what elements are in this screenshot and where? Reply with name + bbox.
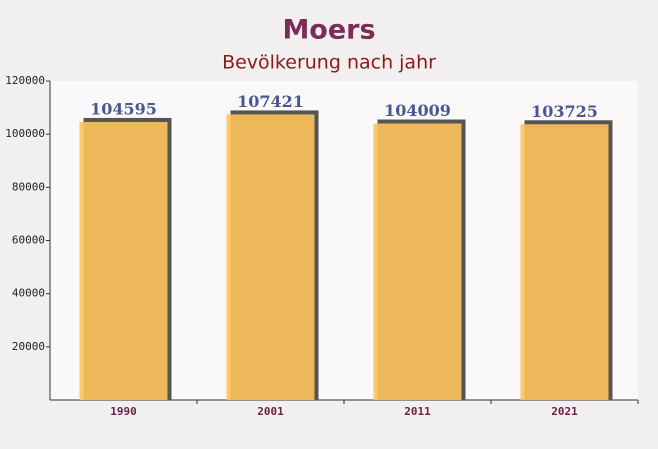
bar: [226, 114, 315, 400]
x-tick-label: 2021: [551, 405, 578, 418]
value-label: 103725: [531, 102, 598, 121]
bar: [373, 123, 462, 401]
y-tick-label: 40000: [12, 287, 45, 300]
y-tick-label: 20000: [12, 340, 45, 353]
x-tick-label: 1990: [110, 405, 137, 418]
x-tick-label: 2001: [257, 405, 284, 418]
chart-title: Moers: [282, 15, 375, 46]
chart-subtitle: Bevölkerung nach jahr: [222, 52, 436, 74]
y-tick-label: 60000: [12, 234, 45, 247]
bar: [520, 124, 609, 400]
x-tick-label: 2011: [404, 405, 431, 418]
value-label: 104595: [90, 99, 157, 118]
y-tick-label: 100000: [5, 127, 45, 140]
y-tick-label: 120000: [5, 74, 45, 87]
y-tick-label: 80000: [12, 180, 45, 193]
value-label: 107421: [237, 92, 304, 111]
bar: [79, 121, 168, 400]
value-label: 104009: [384, 101, 451, 120]
